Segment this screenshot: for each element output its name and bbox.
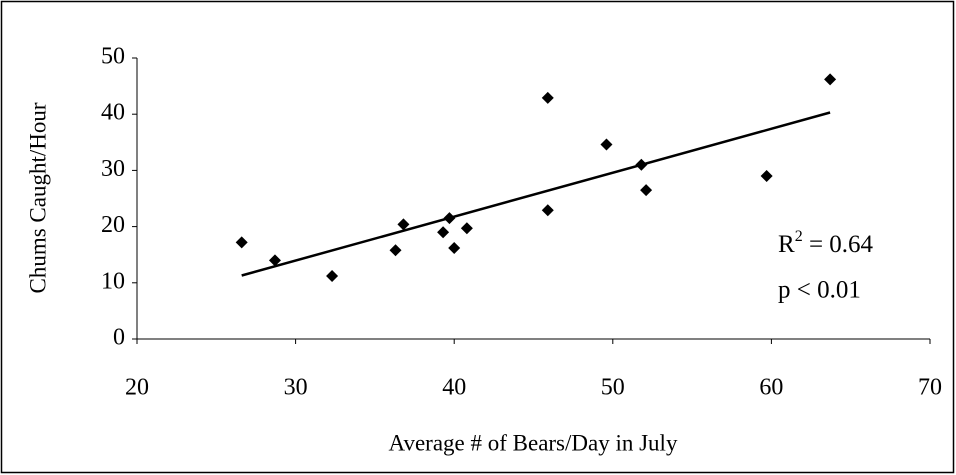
y-tick-label: 0: [113, 325, 125, 351]
y-tick-label: 10: [101, 268, 125, 294]
data-point: [600, 138, 613, 151]
x-axis-label: Average # of Bears/Day in July: [389, 430, 678, 455]
data-point: [635, 158, 648, 171]
y-tick-label: 30: [101, 156, 125, 182]
data-point: [443, 212, 456, 225]
y-tick-label: 50: [101, 44, 125, 70]
x-tick-label: 20: [125, 375, 149, 401]
data-point: [541, 204, 554, 217]
r-rest: = 0.64: [803, 231, 874, 258]
y-tick-label: 40: [101, 100, 125, 126]
data-point: [541, 91, 554, 104]
x-tick-label: 30: [284, 375, 308, 401]
data-point: [268, 254, 281, 267]
data-point: [235, 236, 248, 249]
data-point: [460, 222, 473, 235]
data-point: [397, 218, 410, 231]
data-point: [389, 244, 402, 257]
data-point: [824, 73, 837, 86]
r-squared: R2 = 0.64: [778, 228, 874, 258]
x-tick-label: 60: [759, 375, 783, 401]
x-tick-label: 70: [918, 375, 942, 401]
r-sup: 2: [795, 228, 803, 245]
data-point: [640, 184, 653, 197]
x-tick-label: 40: [442, 375, 466, 401]
p-value: p < 0.01: [778, 277, 861, 304]
trendline: [241, 111, 831, 277]
x-tick-label: 50: [601, 375, 625, 401]
data-point: [326, 270, 339, 283]
data-point: [448, 241, 461, 254]
data-point: [437, 226, 450, 239]
r-base: R: [778, 231, 795, 258]
y-axis-label: Chums Caught/Hour: [25, 102, 50, 293]
data-point: [760, 170, 773, 183]
y-tick-label: 20: [101, 212, 125, 238]
